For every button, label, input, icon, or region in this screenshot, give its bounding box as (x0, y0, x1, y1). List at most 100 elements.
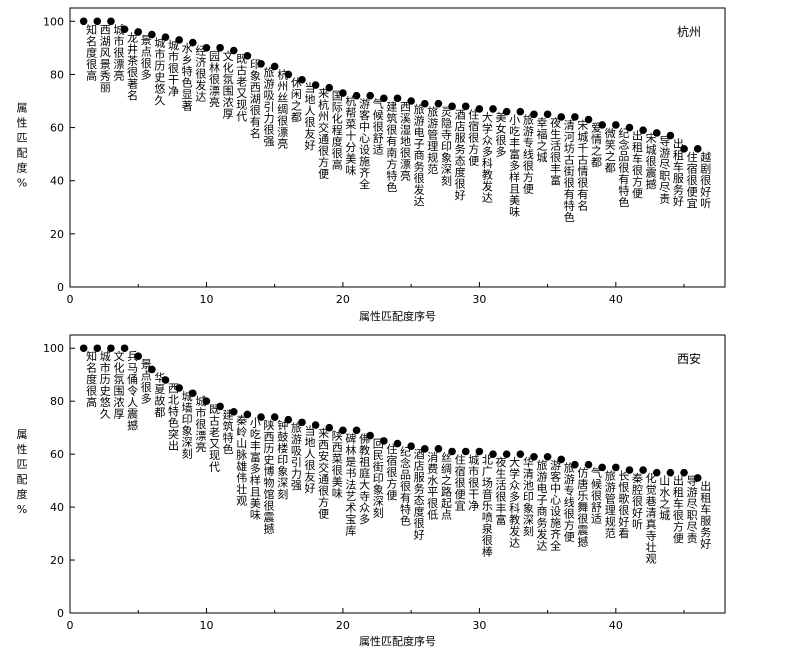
data-point (148, 365, 156, 374)
data-point (543, 452, 552, 461)
x-tick-label: 20 (336, 619, 350, 632)
point-label: 城市很漂亮 (195, 395, 206, 454)
data-point (243, 52, 252, 60)
y-tick-label: 20 (50, 554, 64, 567)
point-label: 经济很发达 (195, 45, 206, 104)
data-point (79, 344, 88, 353)
data-point (475, 105, 484, 113)
data-point (502, 107, 511, 116)
x-tick-label: 10 (199, 293, 213, 306)
data-point (639, 126, 647, 135)
data-point (257, 413, 265, 421)
data-point (216, 44, 224, 52)
data-point (93, 344, 102, 353)
point-label: 住宿很便宜 (455, 452, 466, 512)
point-label: 长恨歌很好看 (618, 469, 629, 540)
point-label: 游客中心设施齐全 (359, 98, 370, 192)
point-label: 微笑之都 (605, 126, 616, 175)
x-tick-label: 30 (472, 619, 486, 632)
data-point (489, 105, 497, 113)
data-point (284, 70, 293, 79)
data-point (134, 28, 143, 36)
data-point (612, 121, 620, 129)
data-point (229, 407, 238, 416)
point-label: 华夏故都 (154, 370, 165, 419)
point-label: 幸福之城 (536, 116, 547, 163)
point-label: 化觉巷清真寺壮观 (646, 471, 657, 566)
y-tick-label: 40 (50, 501, 64, 514)
y-axis-label: 属性匹配度% (17, 428, 28, 516)
point-label: 旅游电子商务很发达 (414, 102, 425, 208)
data-point (680, 468, 688, 477)
point-label: 旅游管理规范 (427, 105, 438, 176)
data-point (352, 91, 361, 100)
point-label: 龙井茶很著名 (127, 31, 138, 102)
point-label: 西北特色突出 (168, 382, 179, 453)
data-point (639, 466, 647, 474)
point-label: 酒店服务态度很好 (455, 108, 466, 202)
y-tick-label: 0 (57, 607, 64, 620)
point-label: 出租车服务好 (673, 137, 684, 209)
x-tick-label: 30 (472, 293, 486, 306)
point-label: 导游尽职尽责 (659, 135, 670, 206)
data-point (448, 447, 456, 456)
point-label: 当地人很友好 (304, 81, 315, 153)
data-point (598, 463, 606, 472)
point-label: 既古老又现代 (236, 53, 247, 124)
point-label: 小吃丰富多样且美味 (250, 416, 261, 521)
point-label: 城市很干净 (468, 453, 479, 512)
point-label: 出租车很方便 (632, 129, 643, 201)
data-point (202, 397, 211, 405)
city-title: 杭州 (677, 24, 701, 39)
point-label: 城墙印象深刻 (182, 390, 193, 461)
point-label: 出租车很方便 (673, 474, 684, 545)
data-point (325, 423, 334, 432)
data-point (393, 94, 402, 103)
point-label: 旅游管理规范 (605, 468, 616, 540)
point-label: 城市很干净 (168, 39, 179, 98)
data-point (434, 445, 443, 453)
data-point (666, 468, 675, 477)
point-label: 大学众多科教发达 (482, 110, 493, 205)
data-point (652, 129, 661, 137)
data-point (407, 442, 415, 451)
point-label: 爱情之都 (591, 122, 602, 170)
data-point (516, 450, 525, 458)
point-label: 碑林是书法艺术宝库 (345, 432, 356, 537)
data-point (216, 402, 224, 411)
point-label: 纪念品很有特色 (400, 446, 411, 528)
point-label: 西湖风景秀丽 (100, 23, 111, 94)
data-point (339, 89, 347, 97)
data-point (489, 450, 497, 458)
point-label: 住宿很便宜 (687, 150, 698, 210)
data-point (380, 437, 388, 445)
data-point (270, 413, 279, 421)
data-point (120, 25, 129, 34)
y-tick-label: 100 (43, 15, 64, 28)
x-axis-label: 属性匹配度序号 (359, 309, 436, 323)
data-point (148, 30, 156, 39)
data-point (461, 102, 470, 111)
data-point (530, 452, 538, 461)
point-label: 住宿很方便 (468, 107, 479, 167)
data-point (502, 450, 511, 458)
point-label: 文化氛围浓厚 (113, 349, 124, 421)
data-point (530, 110, 538, 119)
data-point (420, 99, 429, 108)
data-point (680, 145, 688, 153)
data-point (584, 115, 593, 124)
data-point (584, 460, 593, 469)
point-label: 建筑特色 (223, 407, 234, 456)
data-point (243, 410, 252, 419)
point-label: 夜生活很丰富 (496, 455, 507, 526)
data-point (461, 447, 470, 456)
hangzhou-panel: 0 20 40 60 80 100 0 10 20 30 40 属性匹配度序号 属性匹配度% 杭州 知名度很… (17, 7, 726, 323)
data-point (366, 431, 375, 440)
data-point (352, 426, 361, 435)
data-point (652, 468, 661, 477)
y-tick-label: 40 (50, 175, 64, 188)
point-label: 酒店服务态度很好 (414, 448, 425, 542)
point-label: 休闲之都 (291, 76, 302, 124)
point-label: 纪念品很有特色 (618, 127, 629, 209)
